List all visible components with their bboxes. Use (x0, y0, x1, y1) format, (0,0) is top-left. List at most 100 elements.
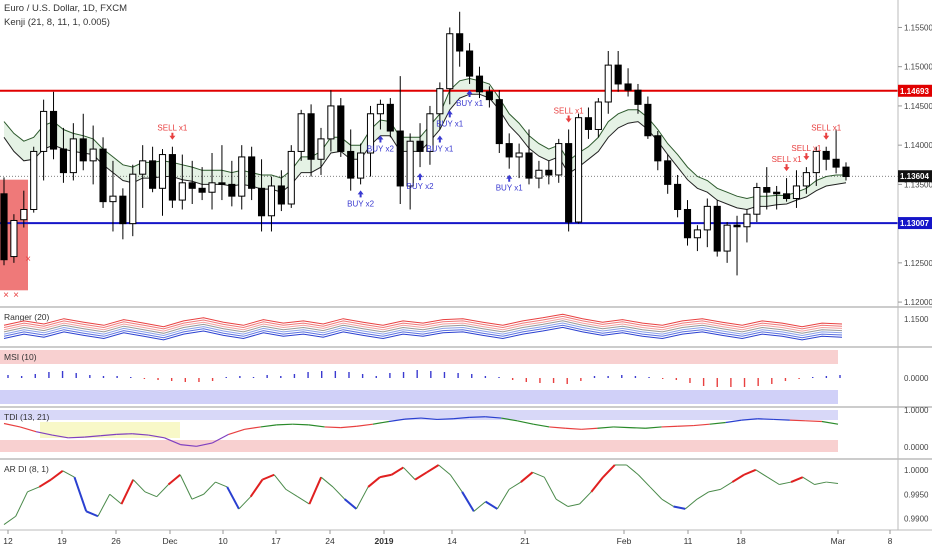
ardi-segment (790, 476, 804, 483)
buy-arrow (377, 135, 384, 143)
candle-body (40, 110, 48, 152)
candle (802, 167, 810, 194)
support-badge-label: 1.13007 (900, 219, 929, 228)
buy-label: BUY x2 (407, 182, 435, 191)
candle-body (257, 187, 266, 217)
tdi-segment (629, 427, 646, 429)
candle-body (287, 150, 295, 205)
candle (782, 178, 791, 202)
candle (693, 225, 701, 252)
time-tick-label: 26 (111, 536, 121, 546)
candle (525, 129, 533, 185)
candle (119, 188, 127, 240)
ardi-segment (367, 476, 381, 488)
candle-body (178, 182, 186, 201)
candle (89, 125, 97, 185)
tdi-segment (404, 417, 422, 420)
candle-body (495, 99, 503, 145)
candle (594, 98, 602, 138)
tdi-segment (597, 426, 614, 429)
ardi-segment (62, 470, 75, 478)
candle-body (842, 166, 850, 178)
ardi-segment (132, 479, 146, 493)
candle (426, 105, 434, 165)
x-marker: × (3, 290, 9, 301)
ardi-segment (779, 481, 792, 485)
candle-body (188, 182, 196, 189)
candle (505, 133, 513, 169)
candle-body (30, 150, 38, 210)
candle-body (376, 103, 384, 115)
candle (674, 174, 682, 218)
candle-body (0, 193, 8, 261)
ardi-segment (167, 473, 181, 486)
tdi-upper-zone (0, 410, 838, 420)
tdi-segment (372, 420, 390, 425)
candle (366, 105, 375, 177)
candle (545, 160, 553, 185)
ardi-segment (438, 464, 451, 476)
tdi-segment (308, 424, 325, 428)
tdi-segment (196, 442, 213, 447)
ardi-segment (826, 481, 839, 485)
candle (267, 176, 276, 232)
ardi-segment (297, 496, 310, 505)
candle-body (20, 208, 28, 221)
sell-arrow (783, 164, 790, 172)
candle (248, 146, 256, 201)
candle-body (683, 208, 692, 239)
candle-body (366, 113, 375, 154)
candle (168, 146, 176, 208)
sell-signal: SELL x1 (554, 106, 584, 123)
candle-body (436, 88, 444, 115)
candle-body (317, 138, 325, 160)
candle (584, 107, 593, 139)
buy-signal: BUY x1 (496, 174, 523, 193)
candle (485, 86, 493, 108)
msi-tick-label: 0.0000 (904, 374, 929, 383)
candle-body (277, 185, 285, 205)
tdi-segment (661, 425, 678, 428)
ardi-segment (285, 488, 298, 498)
tdi-segment (757, 418, 774, 421)
candle-body (357, 152, 365, 179)
candle-body (614, 64, 622, 85)
candle (327, 90, 335, 152)
ardi-segment (144, 491, 157, 498)
ardi-segment (602, 464, 616, 478)
buy-signal: BUY x2 (367, 135, 394, 153)
envelope-cloud (4, 78, 846, 210)
ranger-band-line (3, 326, 843, 341)
tdi-segment (725, 419, 742, 424)
ardi-segment (379, 473, 392, 479)
candle (218, 145, 226, 201)
buy-label: BUY x1 (456, 99, 484, 108)
candle (59, 127, 68, 183)
candle-body (644, 103, 652, 137)
ardi-segment (485, 500, 498, 510)
candle (416, 123, 424, 168)
ardi-segment (308, 476, 323, 505)
time-tick-label: 12 (3, 536, 13, 546)
price-tick-label: 1.12500 (904, 259, 932, 268)
ardi-tick-label: 0.9950 (904, 490, 929, 499)
ardi-segment (191, 493, 204, 500)
candle-body (782, 193, 791, 200)
indicator-panels[interactable]: Ranger (20) 1.1500 MSI (10) 0.0000 TDI (13, … (0, 306, 932, 525)
candle (713, 200, 721, 257)
candle (773, 185, 781, 210)
candle-body (267, 185, 276, 217)
candle-body (149, 160, 157, 189)
candle-body (743, 213, 751, 228)
candle (446, 27, 454, 105)
ranger-band-line (3, 318, 843, 332)
candle-body (654, 135, 662, 162)
ardi-segment (120, 479, 135, 505)
candle (832, 129, 840, 174)
ranger-band-line (3, 322, 843, 337)
resistance-badge-label: 1.14693 (900, 87, 929, 96)
candle (475, 66, 484, 99)
last-price-badge-label: 1.13604 (900, 172, 929, 181)
candle-body (604, 64, 612, 103)
tdi-segment (164, 437, 181, 446)
